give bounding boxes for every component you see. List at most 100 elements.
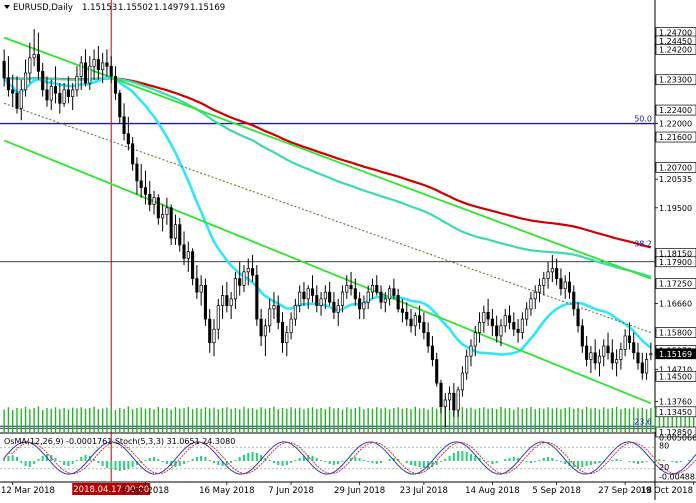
candle-body[interactable] (280, 322, 285, 344)
candle-body[interactable] (448, 392, 452, 401)
price-label[interactable]: 1.12850 (659, 428, 692, 437)
candle-body[interactable] (58, 92, 62, 104)
candle-body[interactable] (118, 92, 122, 118)
candle-body[interactable] (242, 271, 246, 286)
candle-body[interactable] (315, 295, 319, 306)
candle-body[interactable] (525, 308, 529, 320)
candle-body[interactable] (533, 291, 537, 300)
candle-body[interactable] (499, 325, 503, 337)
candle-body[interactable] (306, 288, 310, 300)
candle-body[interactable] (623, 335, 627, 350)
price-label[interactable]: 1.24700 (659, 29, 692, 38)
price-label[interactable]: 1.13450 (659, 408, 692, 417)
price-label[interactable]: 1.24450 (659, 37, 692, 46)
candle-body[interactable] (83, 62, 88, 84)
candle-body[interactable] (422, 322, 426, 333)
candle-body[interactable] (139, 180, 143, 188)
candle-body[interactable] (405, 311, 409, 320)
candle-body[interactable] (45, 89, 49, 101)
candle-body[interactable] (71, 89, 75, 97)
price-label[interactable]: 1.24200 (659, 45, 692, 54)
candle-body[interactable] (366, 291, 370, 303)
candle-body[interactable] (426, 332, 430, 347)
candle-body[interactable] (225, 295, 229, 306)
candle-body[interactable] (36, 54, 40, 72)
candle-body[interactable] (169, 207, 173, 239)
price-label[interactable]: 1.19500 (659, 204, 692, 213)
candle-body[interactable] (178, 224, 182, 246)
candle-body[interactable] (246, 268, 250, 273)
candle-body[interactable] (122, 116, 126, 135)
candle-body[interactable] (439, 382, 443, 408)
candle-body[interactable] (477, 322, 482, 333)
time-label[interactable]: 6 Apr 2018 (122, 486, 169, 496)
candle-body[interactable] (465, 355, 469, 374)
time-marker-label[interactable]: 2018.04.17 00:00 (73, 485, 149, 495)
candle-body[interactable] (585, 345, 589, 360)
dropdown-triangle-icon[interactable] (4, 5, 10, 9)
time-label[interactable]: 12 Mar 2018 (1, 486, 55, 496)
candle-body[interactable] (503, 315, 507, 327)
candle-body[interactable] (396, 295, 400, 310)
candle-body[interactable] (340, 291, 345, 306)
candle-body[interactable] (75, 76, 79, 91)
candle-body[interactable] (263, 325, 267, 337)
candle-body[interactable] (24, 72, 28, 91)
candle-body[interactable] (250, 268, 255, 276)
price-label[interactable]: 1.14500 (659, 372, 692, 381)
candle-body[interactable] (113, 76, 118, 94)
time-label[interactable]: 16 May 2018 (199, 486, 254, 496)
candle-body[interactable] (627, 335, 631, 344)
candle-body[interactable] (195, 278, 199, 293)
candle-body[interactable] (182, 244, 186, 259)
candle-body[interactable] (156, 197, 160, 219)
candle-body[interactable] (101, 62, 105, 70)
time-label[interactable]: 5 Sep 2018 (532, 486, 580, 496)
candle-body[interactable] (456, 389, 460, 411)
candle-body[interactable] (259, 318, 263, 337)
candle-body[interactable] (418, 315, 422, 323)
candle-body[interactable] (358, 298, 362, 310)
candle-body[interactable] (546, 271, 550, 279)
candle-body[interactable] (323, 291, 327, 300)
candle-body[interactable] (293, 305, 297, 320)
candle-body[interactable] (580, 325, 584, 347)
candle-body[interactable] (512, 322, 516, 330)
candle-body[interactable] (92, 59, 96, 67)
candle-body[interactable] (555, 268, 559, 279)
candle-body[interactable] (285, 332, 289, 344)
candle-body[interactable] (632, 342, 636, 354)
price-label[interactable]: 1.20535 (659, 175, 692, 184)
candle-body[interactable] (19, 89, 23, 109)
candle-body[interactable] (165, 207, 169, 215)
candle-body[interactable] (272, 305, 276, 310)
candle-body[interactable] (392, 288, 396, 296)
candle-body[interactable] (135, 163, 139, 182)
candle-body[interactable] (640, 362, 644, 374)
candle-body[interactable] (28, 57, 32, 74)
candle-body[interactable] (615, 359, 619, 364)
candle-body[interactable] (62, 89, 66, 104)
candle-body[interactable] (105, 62, 109, 67)
candle-body[interactable] (413, 315, 417, 327)
candle-body[interactable] (310, 288, 315, 296)
candle-body[interactable] (191, 251, 195, 279)
candle-body[interactable] (542, 278, 546, 286)
candle-body[interactable] (443, 399, 447, 408)
candle-body[interactable] (345, 285, 349, 293)
price-candles[interactable] (2, 29, 653, 427)
candle-body[interactable] (495, 325, 499, 337)
candle-body[interactable] (636, 352, 640, 364)
candle-body[interactable] (576, 308, 580, 327)
price-label[interactable]: 1.14710 (659, 365, 692, 374)
candle-body[interactable] (276, 305, 280, 323)
candle-body[interactable] (507, 315, 512, 323)
candle-body[interactable] (379, 291, 383, 303)
candle-body[interactable] (143, 187, 148, 195)
time-label[interactable]: 14 Aug 2018 (465, 486, 519, 496)
candle-body[interactable] (572, 291, 576, 310)
candle-body[interactable] (537, 285, 542, 293)
candle-body[interactable] (400, 308, 405, 313)
